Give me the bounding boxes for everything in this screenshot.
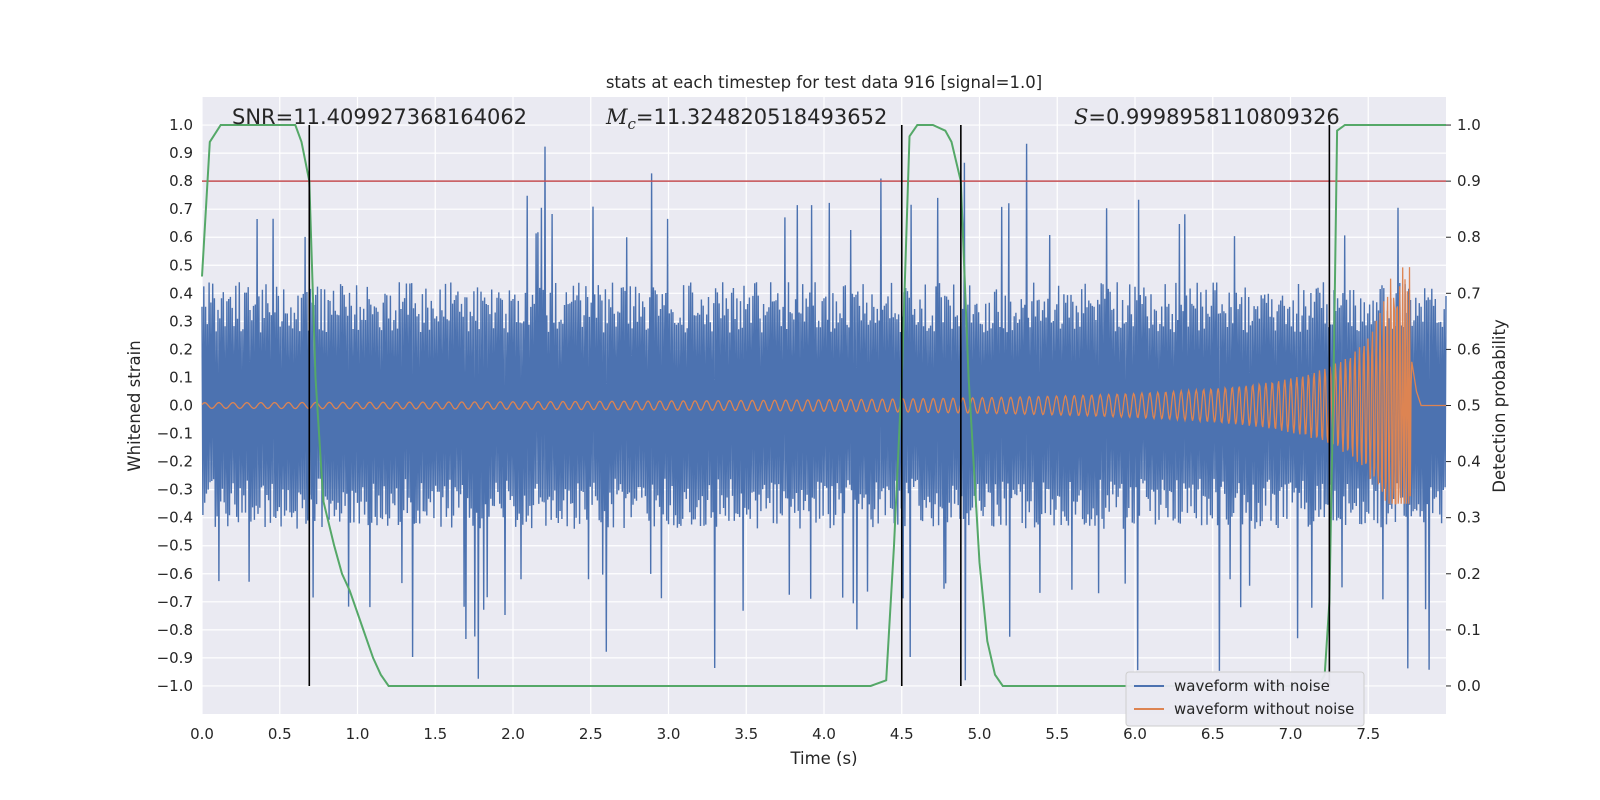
- waveform-with-noise-series: [201, 143, 1447, 681]
- y-axis-label: Whitened strain: [125, 340, 144, 471]
- right-y-tick-label: 0.1: [1457, 621, 1481, 639]
- right-y-tick-label: 0.7: [1457, 284, 1481, 302]
- y-tick-label: −0.7: [157, 593, 193, 611]
- vertical-markers: [308, 125, 1331, 686]
- right-y-tick-label: 0.8: [1457, 228, 1481, 246]
- x-tick-label: 1.0: [346, 725, 370, 743]
- right-y-tick-label: 0.2: [1457, 565, 1481, 583]
- score-annotation: S=0.9998958110809326: [1074, 105, 1340, 129]
- right-y-tick-label: 0.5: [1457, 397, 1481, 415]
- y-tick-label: 0.0: [169, 397, 193, 415]
- y-tick-label: −0.4: [157, 509, 193, 527]
- y-tick-label: −0.5: [157, 537, 193, 555]
- right-y-tick-label: 0.4: [1457, 453, 1481, 471]
- y-tick-label: 0.6: [169, 228, 193, 246]
- y-tick-label: 0.1: [169, 368, 193, 386]
- y-tick-label: −0.1: [157, 425, 193, 443]
- x-tick-label: 6.0: [1123, 725, 1147, 743]
- mc-symbol: M: [605, 105, 628, 129]
- y-tick-label: 0.7: [169, 200, 193, 218]
- x-tick-label: 2.5: [579, 725, 603, 743]
- y-tick-label: −0.8: [157, 621, 193, 639]
- chart-title: stats at each timestep for test data 916…: [606, 73, 1042, 92]
- legend-label-clean: waveform without noise: [1174, 700, 1354, 718]
- y-tick-label: −0.3: [157, 481, 193, 499]
- x-axis-label: Time (s): [789, 749, 857, 768]
- snr-annotation: SNR=11.409927368164062: [232, 105, 527, 129]
- x-tick-label: 6.5: [1201, 725, 1225, 743]
- s-value: =0.9998958110809326: [1088, 105, 1339, 129]
- y-axis-ticks: 1.0 0.9 0.8 0.7 0.6 0.5 0.4 0.3 0.2 0.1 0.0 −0.1 −0.…: [157, 116, 193, 695]
- y-tick-label: −1.0: [157, 677, 193, 695]
- right-y-tick-label: 0.6: [1457, 340, 1481, 358]
- legend-box: [1125, 671, 1365, 727]
- x-tick-label: 4.0: [812, 725, 836, 743]
- x-tick-label: 1.5: [423, 725, 447, 743]
- clean-waveform-line: [201, 267, 1446, 505]
- mc-value: =11.324820518493652: [636, 105, 887, 129]
- x-axis-ticks: 0.0 0.5 1.0 1.5 2.0 2.5 3.0 3.5 4.0 4.5 5.0 5.5 6.0 6…: [190, 725, 1380, 743]
- right-y-tick-label: 0.3: [1457, 509, 1481, 527]
- y-tick-label: 0.3: [169, 312, 193, 330]
- y-tick-label: 0.4: [169, 284, 193, 302]
- chirp-mass-annotation: Mc=11.324820518493652: [605, 105, 887, 133]
- y-tick-label: 0.9: [169, 144, 193, 162]
- right-y-axis-label: Detection probability: [1490, 319, 1509, 493]
- waveform-without-noise-series: [201, 267, 1446, 505]
- mc-subscript: c: [628, 115, 637, 133]
- x-tick-label: 0.0: [190, 725, 214, 743]
- y-tick-label: −0.9: [157, 649, 193, 667]
- x-tick-label: 4.5: [890, 725, 914, 743]
- x-tick-label: 5.0: [968, 725, 992, 743]
- y-tick-label: 0.2: [169, 340, 193, 358]
- y-tick-label: −0.2: [157, 453, 193, 471]
- s-symbol: S: [1074, 105, 1088, 129]
- x-tick-label: 3.0: [657, 725, 681, 743]
- x-tick-label: 7.5: [1356, 725, 1380, 743]
- right-y-tick-label: 0.9: [1457, 172, 1481, 190]
- x-tick-label: 3.5: [734, 725, 758, 743]
- y-tick-label: 0.5: [169, 256, 193, 274]
- y-tick-label: 0.8: [169, 172, 193, 190]
- legend: waveform with noise waveform without noi…: [1125, 671, 1365, 727]
- x-tick-label: 7.0: [1279, 725, 1303, 743]
- x-tick-label: 2.0: [501, 725, 525, 743]
- right-y-axis-ticks: 1.0 0.9 0.8 0.7 0.6 0.5 0.4 0.3 0.2 0.1 0.0: [1446, 116, 1481, 695]
- x-tick-label: 5.5: [1045, 725, 1069, 743]
- right-y-tick-label: 0.0: [1457, 677, 1481, 695]
- y-tick-label: −0.6: [157, 565, 193, 583]
- right-y-tick-label: 1.0: [1457, 116, 1481, 134]
- noise-waveform-line: [201, 143, 1447, 681]
- x-tick-label: 0.5: [268, 725, 292, 743]
- y-tick-label: 1.0: [169, 116, 193, 134]
- legend-label-noise: waveform with noise: [1174, 677, 1330, 695]
